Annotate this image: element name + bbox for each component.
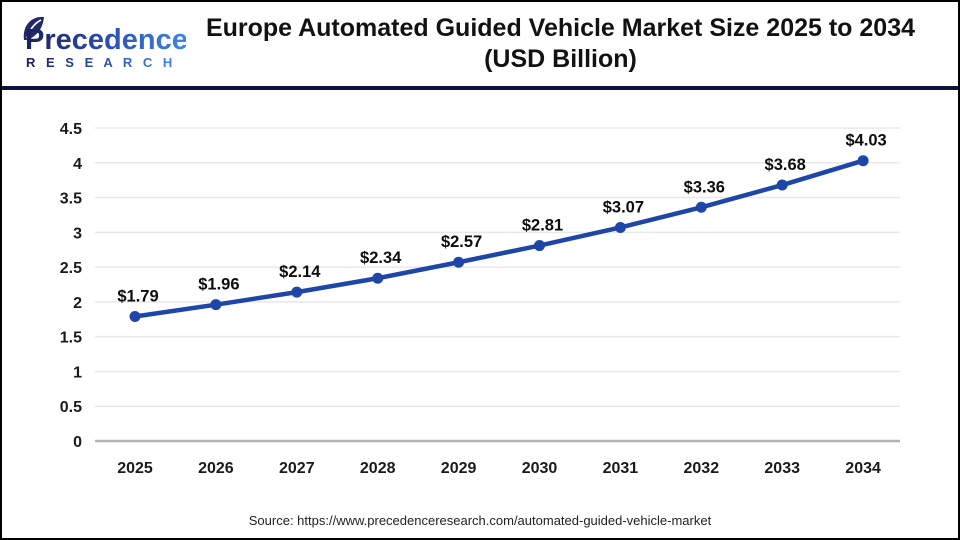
data-point	[453, 256, 465, 268]
data-point-label: $3.68	[765, 156, 806, 174]
x-axis-tick-label: 2029	[441, 460, 477, 477]
data-point-label: $3.36	[684, 178, 725, 196]
y-axis-tick-label: 3	[73, 225, 82, 242]
y-axis-tick-label: 1.5	[60, 330, 82, 347]
data-point-label: $1.96	[198, 276, 239, 294]
x-axis-tick-label: 2034	[845, 460, 881, 477]
data-point	[129, 310, 141, 322]
y-axis-tick-label: 2	[73, 295, 82, 312]
data-point	[291, 286, 303, 298]
source-text: Source: https://www.precedenceresearch.c…	[248, 513, 712, 528]
data-point	[372, 272, 384, 284]
x-axis-tick-label: 2026	[198, 460, 234, 477]
data-point-label: $3.07	[603, 198, 644, 216]
data-line	[132, 158, 866, 319]
precedence-research-logo: Precedence R E S E A R C H	[2, 13, 188, 76]
logo-subtext: R E S E A R C H	[26, 55, 176, 70]
data-point-label: $2.57	[441, 233, 482, 251]
x-axis-tick-label: 2028	[360, 460, 396, 477]
y-axis-tick-label: 1	[73, 364, 82, 381]
title-line-2: (USD Billion)	[484, 45, 637, 73]
header: Precedence R E S E A R C H Europe Automa…	[2, 2, 958, 86]
y-axis-tick-label: 0.5	[60, 399, 82, 416]
x-axis-tick-label: 2025	[117, 460, 153, 477]
logo-image: Precedence R E S E A R C H	[23, 16, 188, 70]
y-axis-tick-label: 3.5	[60, 191, 82, 208]
data-point-label: $2.14	[279, 263, 321, 281]
data-point-label: $1.79	[117, 287, 158, 305]
y-axis-tick-label: 0	[73, 434, 82, 451]
header-divider	[2, 86, 958, 90]
y-axis-tick-label: 4	[73, 156, 82, 173]
y-axis-tick-label: 4.5	[60, 121, 82, 138]
data-point	[614, 221, 626, 233]
data-point	[695, 201, 707, 213]
x-axis-tick-label: 2030	[522, 460, 558, 477]
x-axis-tick-label: 2032	[684, 460, 720, 477]
data-point-label: $2.34	[360, 249, 402, 267]
x-axis-tick-label: 2027	[279, 460, 315, 477]
data-point-label: $2.81	[522, 217, 563, 235]
x-axis-tick-label: 2033	[764, 460, 800, 477]
data-point	[857, 155, 869, 167]
data-point-label: $4.03	[845, 132, 886, 150]
data-point	[210, 299, 222, 311]
data-point	[534, 240, 545, 252]
logo-wordmark: Precedence	[25, 24, 186, 56]
y-axis-tick-label: 2.5	[60, 260, 82, 277]
data-point	[776, 179, 788, 191]
title-line-1: Europe Automated Guided Vehicle Market S…	[205, 14, 916, 42]
x-axis-tick-label: 2031	[603, 460, 639, 477]
chart-title: Europe Automated Guided Vehicle Market S…	[187, 13, 958, 75]
